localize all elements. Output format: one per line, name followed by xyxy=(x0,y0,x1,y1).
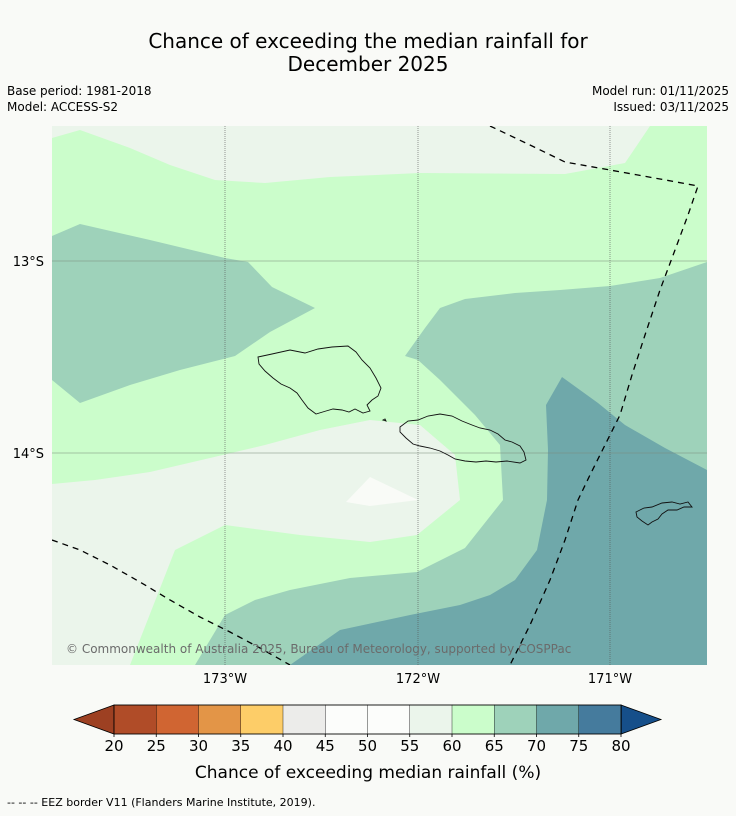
lat-label-14s: 14°S xyxy=(13,447,44,462)
colorbar-segment xyxy=(367,704,411,735)
zone-50-55 xyxy=(346,477,418,506)
colorbar-over-arrow xyxy=(620,704,663,735)
copyright-notice: © Commonwealth of Australia 2025, Bureau… xyxy=(66,642,571,656)
tutuila-island xyxy=(635,501,693,526)
colorbar-under-arrow xyxy=(72,704,115,735)
meta-left: Base period: 1981-2018 Model: ACCESS-S2 xyxy=(7,83,152,115)
meta-right: Model run: 01/11/2025 Issued: 03/11/2025 xyxy=(592,83,729,115)
colorbar-tick-label: 80 xyxy=(611,737,630,755)
colorbar-tick-label: 60 xyxy=(442,737,461,755)
colorbar-segment xyxy=(409,704,453,735)
eez-borders xyxy=(52,126,699,665)
colorbar-tick-label: 75 xyxy=(569,737,588,755)
colorbar-tick-label: 40 xyxy=(273,737,292,755)
colorbar-title: Chance of exceeding median rainfall (%) xyxy=(195,763,541,783)
colorbar-segment xyxy=(325,704,369,735)
eez-border-southwest xyxy=(52,539,291,665)
colorbar-segment xyxy=(240,704,284,735)
colorbar-tick-label: 20 xyxy=(104,737,123,755)
colorbar-segment xyxy=(282,704,326,735)
colorbar-segment xyxy=(536,704,580,735)
title-line-1: Chance of exceeding the median rainfall … xyxy=(148,29,588,53)
colorbar: 20 25 30 35 40 45 50 55 60 65 70 75 80 Chance of exc… xyxy=(72,704,663,783)
lat-gridlines xyxy=(52,260,707,454)
coastlines xyxy=(257,345,693,526)
issued-date: Issued: 03/11/2025 xyxy=(613,100,729,114)
colorbar-tick-label: 65 xyxy=(485,737,504,755)
colorbar-segment xyxy=(578,704,622,735)
lon-label-171w: 171°W xyxy=(588,672,632,687)
title-line-2: December 2025 xyxy=(287,52,449,76)
colorbar-tick-label: 55 xyxy=(400,737,419,755)
upolu-island xyxy=(399,413,527,464)
colorbar-segment xyxy=(451,704,495,735)
colorbar-segment xyxy=(494,704,538,735)
base-period: Base period: 1981-2018 xyxy=(7,84,152,98)
colorbar-tick-label: 30 xyxy=(189,737,208,755)
model-name: Model: ACCESS-S2 xyxy=(7,100,119,114)
map-area: © Commonwealth of Australia 2025, Bureau… xyxy=(52,126,707,665)
colorbar-tick-label: 50 xyxy=(358,737,377,755)
colorbar-tick-label: 25 xyxy=(147,737,166,755)
manono-islet xyxy=(381,418,387,422)
lat-label-13s: 13°S xyxy=(13,255,44,270)
lon-label-172w: 172°W xyxy=(396,672,440,687)
colorbar-tick-label: 35 xyxy=(231,737,250,755)
model-run: Model run: 01/11/2025 xyxy=(591,84,729,98)
colorbar-segment xyxy=(156,704,200,735)
lon-label-173w: 173°W xyxy=(203,672,247,687)
colorbar-tick-label: 70 xyxy=(527,737,546,755)
colorbar-segment xyxy=(198,704,242,735)
eez-border-east xyxy=(489,126,699,665)
colorbar-segments xyxy=(113,704,622,735)
chart-title: Chance of exceeding the median rainfall … xyxy=(0,30,736,76)
zone-65-70-west xyxy=(52,224,315,403)
savaii-island xyxy=(257,345,382,415)
colorbar-segment xyxy=(113,704,157,735)
colorbar-ticks: 20 25 30 35 40 45 50 55 60 65 70 75 80 xyxy=(104,734,631,755)
eez-footnote: -- -- -- EEZ border V11 (Flanders Marine… xyxy=(7,796,316,809)
lat-axis: 13°S 14°S xyxy=(13,255,44,462)
lon-axis: 173°W 172°W 171°W xyxy=(203,672,632,687)
colorbar-tick-label: 45 xyxy=(316,737,335,755)
